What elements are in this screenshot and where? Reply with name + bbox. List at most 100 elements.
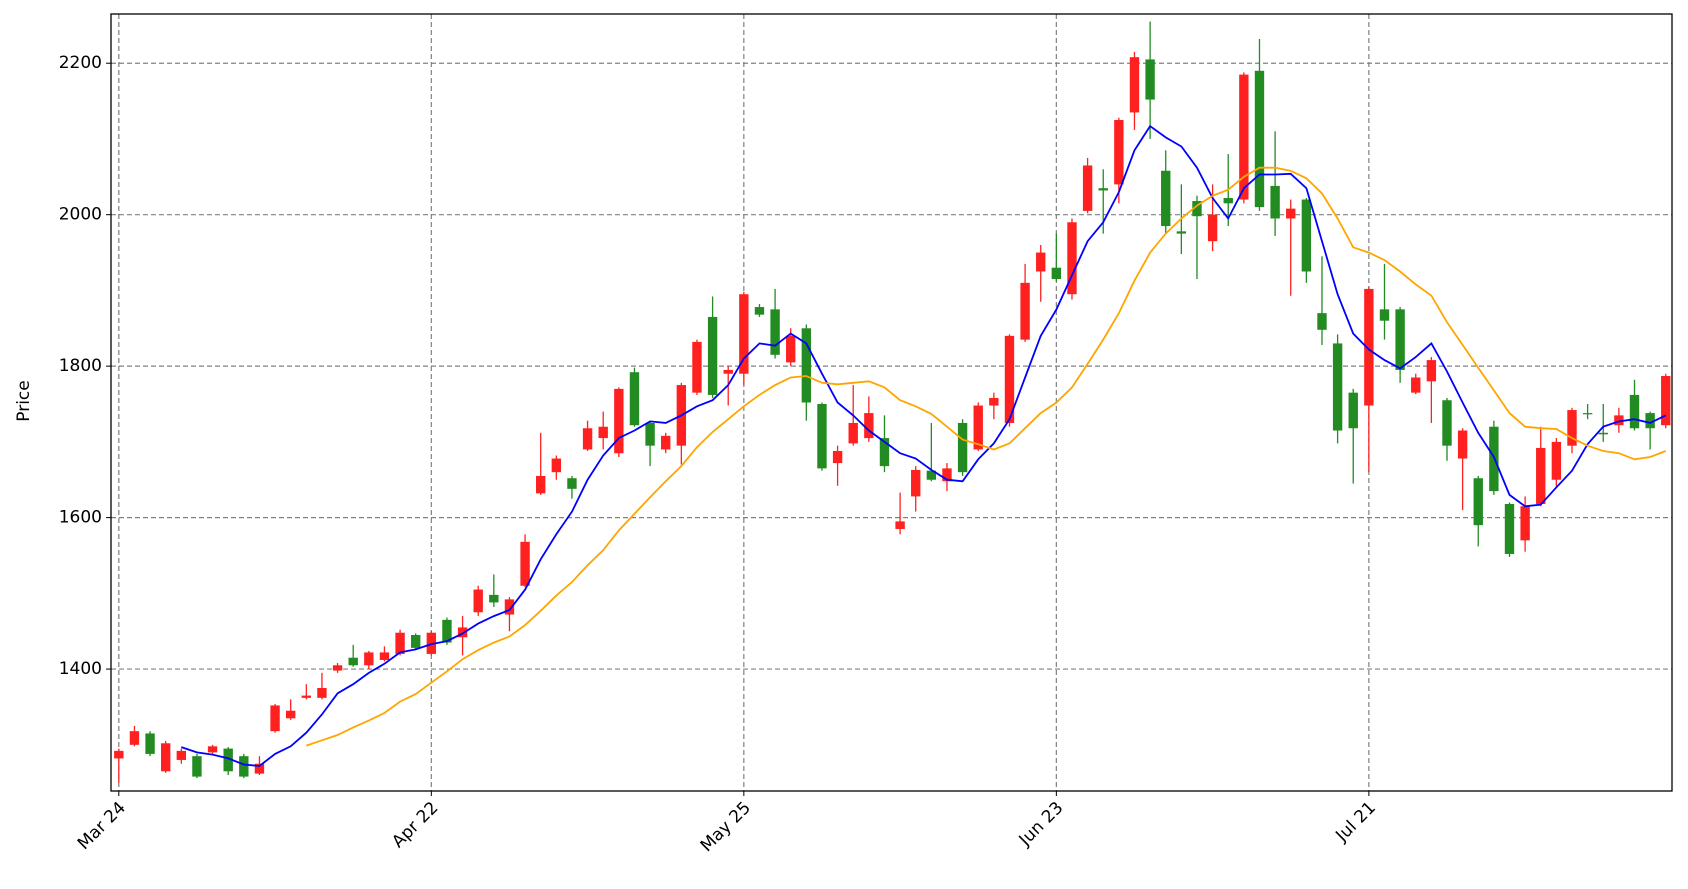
candle <box>536 432 546 495</box>
y-axis-label: Price <box>14 380 34 421</box>
candle-body <box>567 478 577 489</box>
candle-body <box>1067 222 1077 295</box>
candle <box>645 420 655 467</box>
candle <box>364 650 374 670</box>
candle-body <box>332 665 343 671</box>
candle-body <box>1348 392 1358 429</box>
candle <box>1551 438 1562 488</box>
candle <box>161 741 171 773</box>
y-tick-label: 1800 <box>59 356 102 376</box>
candle <box>114 748 124 783</box>
candle <box>1254 38 1265 211</box>
candle-body <box>770 309 780 355</box>
candle <box>911 466 921 512</box>
candle <box>942 463 952 492</box>
candle <box>1411 373 1421 395</box>
candle-body <box>286 710 296 719</box>
candle <box>473 585 483 617</box>
candle <box>1442 397 1452 461</box>
plot-frame <box>110 13 1673 792</box>
candle <box>1020 263 1030 342</box>
candle <box>832 445 843 486</box>
candle-body <box>1161 170 1171 227</box>
candle-body <box>1379 309 1390 321</box>
candle <box>1114 117 1124 204</box>
candle <box>1145 21 1155 139</box>
candle <box>1239 72 1249 204</box>
candle-body <box>801 328 812 403</box>
candle <box>1161 150 1171 234</box>
candle <box>520 534 530 588</box>
candle <box>145 731 155 757</box>
candle <box>1457 428 1468 511</box>
candle <box>1067 218 1077 300</box>
candle <box>457 616 468 656</box>
candle <box>973 402 983 451</box>
y-tick-label: 1400 <box>59 659 102 679</box>
candle <box>395 629 405 656</box>
candle-body <box>661 435 671 450</box>
candle-body <box>832 450 843 464</box>
candle <box>1536 426 1546 507</box>
candle-body <box>723 369 733 374</box>
candle <box>332 663 343 673</box>
candle <box>1567 407 1577 454</box>
candle <box>1661 373 1671 429</box>
candle <box>1301 198 1312 283</box>
candle <box>239 753 249 779</box>
x-tick-label: Mar 24 <box>74 798 130 854</box>
y-tick-label: 2200 <box>59 53 102 73</box>
candle <box>1629 379 1640 431</box>
candle-body <box>848 422 858 444</box>
moving-average-line <box>306 166 1667 747</box>
candle-body <box>317 688 327 698</box>
candle-body <box>1207 214 1218 242</box>
candle <box>1332 334 1343 444</box>
candle-body <box>1145 59 1155 100</box>
candle <box>1473 475 1483 547</box>
candle <box>1317 256 1327 345</box>
candle-body <box>817 404 827 469</box>
candle-body <box>1614 415 1624 426</box>
candle-body <box>707 316 718 395</box>
candle <box>989 392 999 420</box>
y-tick-label: 1600 <box>59 508 102 528</box>
candle-body <box>129 731 140 745</box>
candle-body <box>1567 410 1577 446</box>
candle <box>1645 411 1655 450</box>
candle-body <box>176 750 187 760</box>
candle-body <box>161 743 171 772</box>
candle <box>598 411 608 450</box>
candle-body <box>692 341 702 393</box>
candle-body <box>1332 343 1343 431</box>
candle-body <box>489 594 499 603</box>
candle-body <box>1270 185 1280 219</box>
candle-body <box>1426 360 1437 382</box>
candle-body <box>598 426 608 439</box>
candle <box>1426 357 1437 423</box>
candle-body <box>1551 441 1562 480</box>
candle <box>1504 502 1515 557</box>
candle-body <box>879 438 890 467</box>
candle <box>348 644 358 667</box>
candle-body <box>1411 377 1421 393</box>
candle <box>895 492 905 535</box>
y-tick-label: 2000 <box>59 205 102 225</box>
candle-body <box>1645 413 1655 429</box>
candle-body <box>473 589 483 613</box>
candle <box>1004 334 1015 427</box>
candle <box>1364 286 1374 473</box>
candle-body <box>1114 120 1124 185</box>
candle <box>739 291 749 386</box>
candle-body <box>254 763 265 774</box>
candle <box>1036 244 1046 302</box>
candle-body <box>379 652 390 660</box>
candle <box>567 475 577 499</box>
candle-body <box>1504 503 1515 554</box>
candle <box>1286 199 1296 296</box>
candle-body <box>1395 309 1405 370</box>
candle-body <box>504 599 515 615</box>
candle-body <box>114 750 124 759</box>
candle-body <box>442 619 452 643</box>
